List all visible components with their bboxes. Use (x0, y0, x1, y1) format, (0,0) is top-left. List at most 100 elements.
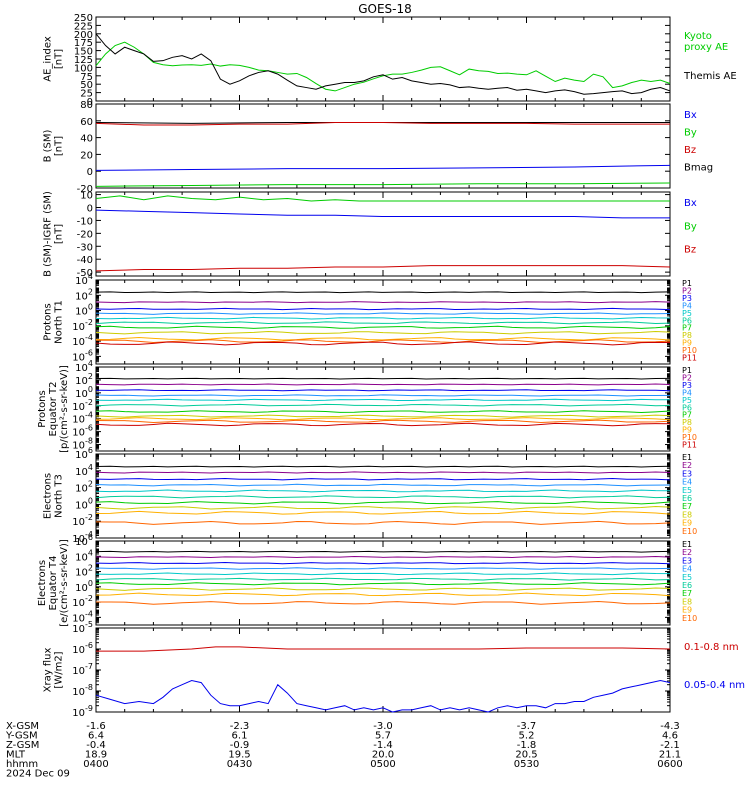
y-tick-label: 250 (74, 13, 93, 24)
flux-line-p4 (95, 394, 671, 397)
legend-label: P2 (682, 373, 692, 382)
y-tick-label: -10 (77, 216, 93, 227)
legend-label: P8 (682, 418, 692, 427)
legend-label: E3 (682, 556, 692, 565)
panel-frame (95, 191, 671, 277)
y-tick-label: 100 (74, 63, 93, 74)
flux-line-e7 (95, 582, 671, 586)
y-tick-label: 104 (75, 463, 93, 478)
flux-line-p1 (95, 377, 671, 380)
legend-label: E4 (682, 478, 692, 487)
flux-line-e1 (95, 550, 671, 553)
y-tick-label: 0 (87, 97, 93, 108)
x-tick-label: -2.3 (230, 721, 250, 732)
x-tick-label: -1.4 (373, 740, 393, 751)
y-axis-label: Electrons (43, 473, 54, 519)
legend-label: P1 (682, 366, 692, 375)
flux-line-e4 (95, 567, 671, 570)
flux-line-e2 (95, 471, 671, 474)
y-tick-label: 125 (74, 55, 93, 66)
y-tick-label: 225 (74, 21, 93, 32)
y-axis-label: [p/(cm²-s-sr-keV)] (59, 365, 70, 453)
legend-label: P5 (682, 309, 692, 318)
y-tick-label: 10-8 (72, 683, 93, 698)
legend-label: E4 (682, 565, 692, 574)
y-tick-label: 10-9 (72, 704, 93, 719)
flux-line-p7 (95, 410, 671, 413)
y-tick-label: 100 (75, 579, 93, 594)
legend-label: E5 (682, 573, 692, 582)
x-tick-label: -0.4 (86, 740, 106, 751)
legend-label: P7 (682, 411, 692, 420)
y-tick-label: 10-5 (72, 620, 93, 635)
panel-xray: 10-9 10-8 10-7 10-6 10-5 Xray flux [W/m2] 0.1-0… (43, 620, 746, 719)
legend-label: P1 (682, 279, 692, 288)
panel-bsm: -20 0 20 40 60 80 B (SM) [nT] Bx By Bz Bmag (43, 100, 714, 195)
y-tick-label: 10-2 (72, 398, 93, 413)
series-line-by (95, 182, 671, 187)
flux-line-p3 (95, 307, 671, 311)
y-tick-label: 175 (74, 38, 93, 49)
y-axis-label: [nT] (54, 136, 65, 156)
y-tick-label: 102 (75, 372, 93, 387)
y-axis-label: North T3 (54, 474, 65, 518)
legend-label: 0.05-0.4 nm (684, 680, 745, 691)
panel-frame (95, 366, 671, 452)
flux-line-p9 (95, 417, 671, 421)
y-tick-label: 102 (75, 480, 93, 495)
y-tick-label: -50 (77, 268, 93, 279)
flux-line-p11 (95, 422, 671, 427)
panel-frame (95, 16, 671, 102)
y-tick-label: -30 (77, 242, 93, 253)
legend-label: Bmag (684, 163, 713, 174)
legend-label: E7 (682, 589, 692, 598)
flux-line-p9 (95, 336, 671, 341)
flux-line-e9 (95, 510, 671, 515)
x-row-label: Z-GSM (6, 740, 39, 751)
series-line-kyoto-proxy-ae (95, 41, 671, 92)
panel-frame (95, 103, 671, 189)
x-tick-label: 5.2 (519, 731, 535, 742)
y-tick-label: 104 (75, 272, 93, 287)
y-tick-label: 102 (75, 564, 93, 579)
legend-label: E5 (682, 486, 692, 495)
legend-label: P3 (682, 381, 692, 390)
x-tick-label: 0500 (370, 759, 395, 770)
y-axis-label: Protons (37, 390, 48, 427)
flux-line-e1 (95, 465, 671, 468)
legend-label: E6 (682, 494, 692, 503)
y-axis-label: B (SM)-IGRF (SM) (43, 191, 54, 277)
legend-label: E6 (682, 581, 692, 590)
legend-label: E10 (682, 527, 697, 536)
y-axis-label: AE_index (43, 36, 54, 82)
y-tick-label: 10-4 (72, 609, 93, 624)
x-tick-label: 21.1 (659, 750, 681, 761)
y-axis-label: Equator T2 (48, 382, 59, 437)
y-tick-label: 10-6 (72, 641, 93, 656)
y-tick-label: -20 (77, 229, 93, 240)
legend-label: By (684, 128, 697, 139)
y-axis-label: [nT] (54, 224, 65, 244)
series-line-bx (95, 209, 670, 219)
y-tick-label: 10-6 (72, 424, 93, 439)
x-tick-label: -3.0 (373, 721, 393, 732)
legend-label: E8 (682, 510, 692, 519)
legend-label: E7 (682, 502, 692, 511)
x-tick-label: 20.0 (372, 750, 394, 761)
series-line-themis-ae (95, 33, 671, 95)
legend-label: E10 (682, 614, 697, 623)
y-axis-label: [nT] (54, 49, 65, 69)
flux-line-e8 (95, 505, 671, 510)
legend-label: Bz (684, 145, 696, 156)
x-tick-label: 0400 (83, 759, 108, 770)
x-tick-label: -2.1 (660, 740, 680, 751)
y-tick-label: 102 (75, 287, 93, 302)
y-tick-label: 0 (87, 204, 93, 215)
flux-line-p4 (95, 312, 671, 315)
flux-line-e5 (95, 572, 671, 576)
x-tick-label: -1.8 (517, 740, 537, 751)
y-tick-label: 10 (80, 191, 93, 202)
